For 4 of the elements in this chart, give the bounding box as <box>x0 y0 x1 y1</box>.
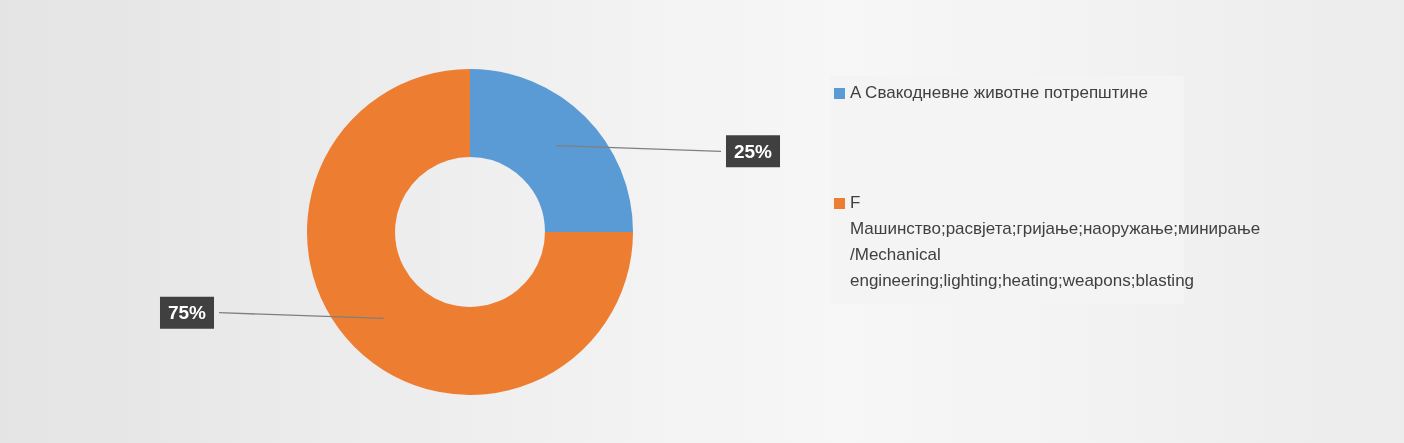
legend-label: F Машинство;расвјета;гријање;наоружање;минирање /Mechanical engineering;lighting;heating;weapons;blasting <box>850 192 1261 292</box>
data-label: 25% <box>733 140 773 162</box>
legend-label: A Свакодневне животне потрепштине <box>850 82 1148 104</box>
data-label: 75% <box>167 301 207 323</box>
